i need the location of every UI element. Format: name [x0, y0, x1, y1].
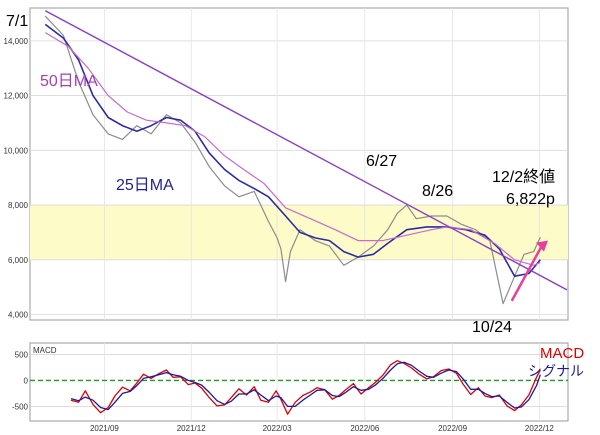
price-tick-label: 8,000 [8, 201, 29, 210]
macd-plot-area [29, 342, 569, 422]
x-tick-label: 2022/06 [350, 424, 379, 433]
price-y-axis: 4,000 6,000 8,000 10,000 12,000 14,000 [4, 37, 29, 320]
series-price [44, 15, 541, 305]
x-tick-label: 2021/09 [90, 424, 119, 433]
macd-tick-label: -500 [12, 402, 29, 411]
macd-tick-label: 500 [15, 350, 29, 359]
x-tick-label: 2022/12 [525, 424, 554, 433]
arrow-shaft [510, 245, 544, 302]
x-tick-label: 2022/09 [438, 424, 467, 433]
annotation-7-1: 7/1 [6, 13, 28, 30]
price-tick-label: 10,000 [4, 146, 29, 155]
rise-arrow [510, 240, 548, 302]
arrow-head [535, 240, 548, 252]
annotation-50ma: 50日MA [40, 73, 98, 90]
macd-series [70, 360, 541, 415]
series-trendline [44, 10, 568, 291]
annotation-10-24: 10/24 [472, 319, 512, 336]
price-grid [30, 8, 568, 320]
price-series [44, 10, 568, 305]
macd-grid [30, 343, 568, 421]
price-plot-area [29, 7, 569, 321]
price-panel: 4,000 6,000 8,000 10,000 12,000 14,000 [4, 7, 569, 321]
series-signal [70, 361, 541, 411]
price-tick-label: 14,000 [4, 37, 29, 46]
macd-panel: MACD 500 0 -500 2021/09 2021/12 2022/03 2022/… [12, 342, 569, 433]
annotation-close-label: 12/2終値 [492, 168, 555, 186]
price-tick-label: 12,000 [4, 92, 29, 101]
series-ma50 [44, 32, 541, 266]
x-tick-label: 2022/03 [263, 424, 292, 433]
price-tick-label: 6,000 [8, 256, 29, 265]
annotation-25ma: 25日MA [116, 177, 174, 194]
macd-x-axis: 2021/09 2021/12 2022/03 2022/06 2022/09 2022/… [90, 424, 554, 433]
macd-tick-label: 0 [24, 376, 29, 385]
legend-macd: MACD [540, 345, 584, 362]
annotation-6-27: 6/27 [366, 153, 397, 170]
macd-panel-label: MACD [33, 346, 57, 355]
macd-y-axis: 500 0 -500 [12, 350, 29, 411]
annotation-8-26: 8/26 [422, 183, 453, 200]
x-tick-label: 2021/12 [177, 424, 206, 433]
legend-signal: シグナル [528, 363, 584, 379]
annotation-close-value: 6,822p [506, 191, 555, 208]
price-tick-label: 4,000 [8, 311, 29, 320]
